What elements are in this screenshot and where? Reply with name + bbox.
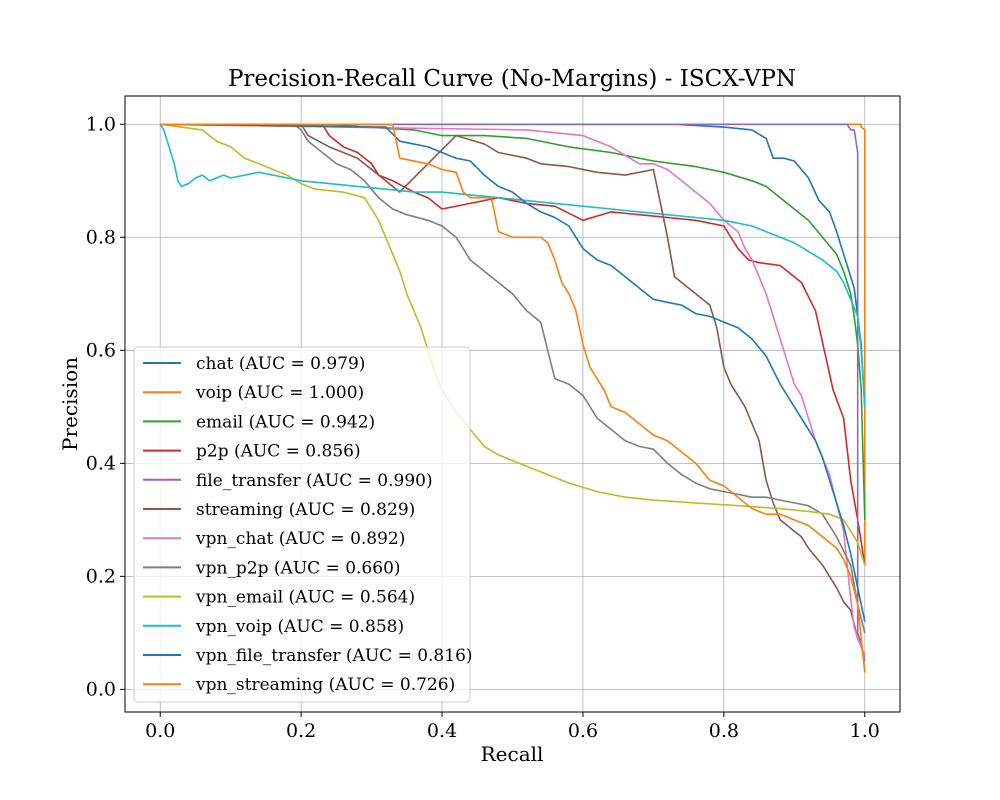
legend-label: p2p (AUC = 0.856) (196, 442, 361, 462)
chart-title: Precision-Recall Curve (No-Margins) - IS… (228, 66, 796, 92)
series-line-6 (160, 123, 866, 656)
y-tick-label: 0.0 (86, 678, 116, 700)
series-layer (159, 123, 866, 673)
y-tick-label: 0.6 (86, 339, 116, 361)
legend-label: file_transfer (AUC = 0.990) (196, 471, 433, 491)
series-line-3 (160, 123, 866, 566)
series-line-0 (160, 123, 866, 407)
series-line-7 (160, 123, 866, 634)
x-tick-label: 0.4 (427, 720, 457, 742)
series-line-11 (160, 123, 866, 673)
plot-frame (124, 95, 901, 713)
x-tick-label: 0.8 (709, 720, 739, 742)
legend-label: email (AUC = 0.942) (196, 412, 375, 432)
y-axis-label: Precision (58, 357, 82, 451)
legend-label: vpn_voip (AUC = 0.858) (195, 617, 404, 637)
y-tick-label: 0.4 (86, 452, 116, 474)
legend-box (133, 346, 471, 703)
legend-label: voip (AUC = 1.000) (195, 383, 364, 403)
x-tick-label: 0.6 (568, 720, 598, 742)
legend-label: streaming (AUC = 0.829) (196, 500, 415, 520)
series-line-4 (160, 123, 866, 662)
x-tick-label: 0.2 (286, 720, 316, 742)
legend-label: chat (AUC = 0.979) (196, 354, 365, 374)
y-tick-label: 0.8 (86, 226, 116, 248)
legend-label: vpn_p2p (AUC = 0.660) (195, 558, 401, 578)
legend-label: vpn_file_transfer (AUC = 0.816) (195, 646, 473, 666)
series-line-2 (160, 123, 866, 520)
y-tick-label: 0.2 (86, 565, 116, 587)
legend-label: vpn_email (AUC = 0.564) (195, 588, 415, 608)
x-tick-label: 0.0 (145, 720, 175, 742)
legend-label: vpn_streaming (AUC = 0.726) (195, 675, 455, 695)
x-tick-label: 1.0 (850, 720, 880, 742)
series-line-10 (160, 123, 866, 622)
series-line-9 (159, 123, 866, 407)
y-ticks: 0.0 0.2 0.4 0.6 0.8 1.0 (86, 113, 125, 700)
x-axis-label: Recall (481, 742, 544, 766)
y-tick-label: 1.0 (86, 113, 116, 135)
legend-label: vpn_chat (AUC = 0.892) (195, 529, 405, 549)
x-ticks: 0.0 0.2 0.4 0.6 0.8 1.0 (145, 712, 880, 742)
legend: chat (AUC = 0.979) voip (AUC = 1.000) emai… (133, 346, 473, 703)
